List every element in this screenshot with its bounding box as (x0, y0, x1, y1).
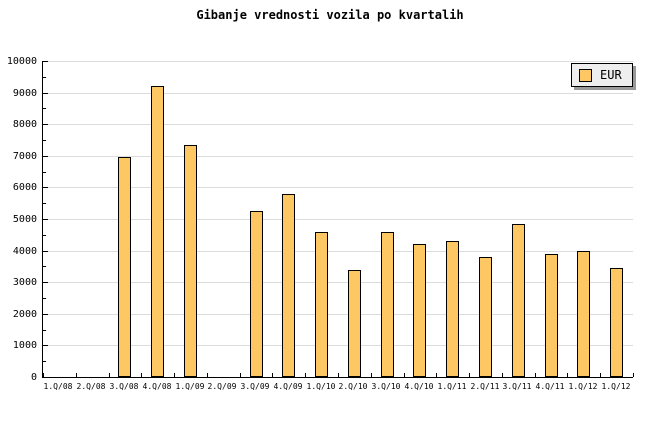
bar (512, 224, 525, 377)
x-axis-tick (174, 373, 175, 377)
y-axis-minor-tick (43, 235, 46, 236)
y-axis-minor-tick (43, 361, 46, 362)
bar (479, 257, 492, 377)
x-axis-category-label: 2.Q/10 (338, 382, 368, 391)
x-axis-tick (43, 373, 44, 377)
y-axis-tick-label: 10000 (6, 56, 37, 67)
bar (184, 145, 197, 377)
y-axis-major-tick (43, 314, 48, 315)
x-axis-tick (240, 373, 241, 377)
y-axis-minor-tick (43, 77, 46, 78)
bar (446, 241, 459, 377)
y-axis-minor-tick (43, 298, 46, 299)
y-axis-minor-tick (43, 203, 46, 204)
y-axis-tick-label: 2000 (12, 309, 37, 320)
x-axis-category-label: 3.Q/11 (502, 382, 532, 391)
y-axis-major-tick (43, 187, 48, 188)
bar (577, 251, 590, 377)
legend-box: EUR (571, 63, 633, 87)
gridline (43, 187, 633, 188)
x-axis-tick (633, 373, 634, 377)
y-axis-minor-tick (43, 140, 46, 141)
x-axis-tick (600, 373, 601, 377)
x-axis-tick (76, 373, 77, 377)
x-axis-tick (535, 373, 536, 377)
bar (413, 244, 426, 377)
x-axis-category-label: 4.Q/08 (142, 382, 172, 391)
x-axis-tick (338, 373, 339, 377)
y-axis-tick-label: 5000 (12, 214, 37, 225)
y-axis-minor-tick (43, 330, 46, 331)
y-axis-major-tick (43, 124, 48, 125)
gridline (43, 345, 633, 346)
bar (151, 86, 164, 377)
x-axis-category-label: 3.Q/10 (371, 382, 401, 391)
y-axis-tick-label: 6000 (12, 182, 37, 193)
x-axis-category-label: 1.Q/12 (568, 382, 598, 391)
y-axis-tick-label: 3000 (12, 277, 37, 288)
x-axis-category-label: 1.Q/09 (175, 382, 205, 391)
bar (545, 254, 558, 377)
y-axis-major-tick (43, 219, 48, 220)
y-axis-major-tick (43, 61, 48, 62)
y-axis-tick-label: 1000 (12, 340, 37, 351)
bar (381, 232, 394, 377)
y-axis-major-tick (43, 251, 48, 252)
bar (315, 232, 328, 377)
x-axis-tick (404, 373, 405, 377)
bar (348, 270, 361, 377)
x-axis-category-label: 1.Q/08 (43, 382, 73, 391)
y-axis-tick-label: 7000 (12, 151, 37, 162)
y-axis-major-tick (43, 93, 48, 94)
y-axis-major-tick (43, 156, 48, 157)
bar (250, 211, 263, 377)
x-axis-tick (305, 373, 306, 377)
x-axis-category-label: 3.Q/08 (109, 382, 139, 391)
gridline (43, 124, 633, 125)
x-axis-category-label: 4.Q/11 (535, 382, 565, 391)
x-axis-category-label: 2.Q/09 (207, 382, 237, 391)
x-axis-tick (109, 373, 110, 377)
gridline (43, 156, 633, 157)
gridline (43, 93, 633, 94)
x-axis-tick (371, 373, 372, 377)
y-axis-tick-label: 0 (30, 372, 37, 383)
gridline (43, 219, 633, 220)
x-axis-category-label: 4.Q/10 (404, 382, 434, 391)
legend-swatch-icon (579, 68, 592, 82)
x-axis-category-label: 2.Q/11 (470, 382, 500, 391)
x-axis-tick (207, 373, 208, 377)
x-axis-tick (272, 373, 273, 377)
bar (610, 268, 623, 377)
bar (282, 194, 295, 377)
y-axis-minor-tick (43, 172, 46, 173)
gridline (43, 251, 633, 252)
x-axis-tick (436, 373, 437, 377)
gridline (43, 282, 633, 283)
y-axis-tick-label: 4000 (12, 246, 37, 257)
plot-area (42, 61, 634, 378)
x-axis-tick (141, 373, 142, 377)
y-axis-major-tick (43, 282, 48, 283)
x-axis-category-label: 1.Q/10 (306, 382, 336, 391)
x-axis-category-label: 1.Q/12 (601, 382, 631, 391)
bar (118, 157, 131, 377)
y-axis-major-tick (43, 345, 48, 346)
x-axis-category-label: 1.Q/11 (437, 382, 467, 391)
gridline (43, 61, 633, 62)
gridline (43, 314, 633, 315)
y-axis-tick-label: 8000 (12, 119, 37, 130)
y-axis-tick-label: 9000 (12, 88, 37, 99)
chart-title: Gibanje vrednosti vozila po kvartalih (196, 8, 464, 22)
x-axis-category-label: 4.Q/09 (273, 382, 303, 391)
x-axis-category-label: 3.Q/09 (240, 382, 270, 391)
x-axis-tick (502, 373, 503, 377)
x-axis-tick (567, 373, 568, 377)
y-axis-minor-tick (43, 108, 46, 109)
legend-label: EUR (600, 68, 622, 82)
x-axis-category-label: 2.Q/08 (76, 382, 106, 391)
x-axis-tick (469, 373, 470, 377)
y-axis-minor-tick (43, 266, 46, 267)
